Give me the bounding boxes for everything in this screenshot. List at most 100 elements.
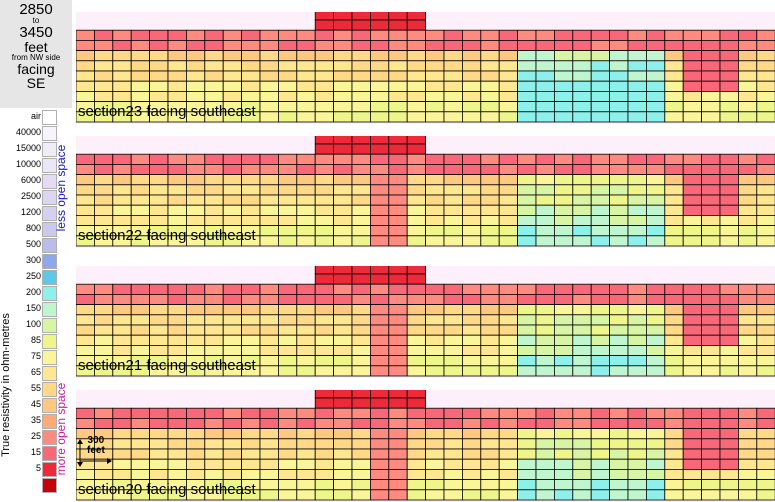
grid-cell — [627, 215, 647, 227]
grid-cell — [93, 324, 114, 336]
grid-cell — [296, 194, 316, 206]
grid-cell — [222, 334, 242, 346]
grid-cell — [701, 204, 721, 216]
grid-cell — [167, 334, 187, 346]
legend-label: 55 — [30, 383, 41, 393]
grid-cell — [609, 70, 629, 82]
grid-cell — [167, 80, 187, 92]
grid-cell — [241, 194, 261, 206]
grid-cell — [93, 293, 114, 305]
grid-cell — [646, 489, 666, 501]
grid-cell — [664, 428, 684, 440]
legend-row: 65 — [4, 366, 74, 381]
grid-cell — [719, 304, 739, 316]
grid-cell — [553, 365, 574, 377]
grid-cell — [443, 101, 463, 113]
grid-cell — [590, 70, 611, 82]
grid-cell — [112, 428, 132, 440]
grid-cell — [443, 163, 463, 175]
grid-cell — [682, 204, 703, 216]
grid-cell — [112, 60, 132, 72]
grid-cell — [664, 304, 684, 316]
grid-cell — [609, 458, 629, 470]
grid-cell — [535, 184, 555, 196]
grid-cell — [351, 417, 371, 429]
grid-cell — [646, 153, 666, 165]
grid-cell — [646, 428, 666, 440]
grid-cell — [701, 101, 721, 113]
grid-cell — [664, 489, 684, 501]
grid-cell — [572, 91, 592, 103]
grid-cell — [609, 448, 629, 460]
grid-cell — [241, 283, 261, 295]
grid-cell — [112, 174, 132, 186]
grid-cell — [186, 304, 206, 316]
grid-cell — [701, 448, 721, 460]
grid-cell — [369, 266, 390, 275]
grid-cell — [222, 215, 242, 227]
grid-cell — [204, 304, 224, 316]
grid-cell — [112, 334, 132, 346]
grid-cell — [664, 355, 684, 367]
grid-cell — [572, 39, 592, 51]
grid-cell — [682, 153, 703, 165]
grid-cell — [701, 163, 721, 175]
grid-cell — [701, 50, 721, 62]
grid-cell — [112, 50, 132, 62]
grid-cell — [701, 153, 721, 165]
grid-cell — [646, 194, 666, 206]
grid-cell — [590, 101, 611, 113]
grid-cell — [627, 194, 647, 206]
grid-cell — [167, 215, 187, 227]
grid-cell — [701, 293, 721, 305]
grid-cell — [425, 428, 445, 440]
grid-cell — [351, 397, 371, 409]
grid-cell — [241, 163, 261, 175]
grid-cell — [204, 283, 224, 295]
grid-cell — [333, 111, 353, 123]
grid-cell — [241, 438, 261, 450]
grid-cell — [149, 50, 169, 62]
grid-cell — [609, 355, 629, 367]
grid-cell — [388, 273, 408, 285]
grid-cell — [461, 225, 482, 237]
grid-cell — [222, 407, 242, 419]
grid-cell — [259, 489, 279, 501]
grid-cell — [130, 60, 151, 72]
grid-cell — [130, 204, 151, 216]
grid-cell — [425, 458, 445, 470]
grid-cell — [590, 428, 611, 440]
grid-cell — [425, 438, 445, 450]
grid-cell — [664, 365, 684, 377]
grid-cell — [646, 314, 666, 326]
grid-cell — [296, 324, 316, 336]
resistivity-grid — [76, 12, 775, 124]
grid-cell — [443, 153, 463, 165]
grid-cell — [480, 438, 500, 450]
grid-cell — [112, 91, 132, 103]
grid-cell — [186, 50, 206, 62]
grid-cell — [369, 458, 390, 470]
legend-row: 200 — [4, 286, 74, 301]
grid-cell — [443, 174, 463, 186]
grid-cell — [333, 390, 353, 399]
grid-cell — [259, 365, 279, 377]
legend-row: 150 — [4, 302, 74, 317]
section-caption: section21 facing southeast — [78, 357, 256, 374]
less-open-space-label: less open space — [54, 144, 68, 232]
grid-cell — [333, 304, 353, 316]
grid-cell — [406, 174, 427, 186]
grid-cell — [609, 204, 629, 216]
grid-cell — [590, 469, 611, 481]
grid-cell — [112, 345, 132, 357]
grid-cell — [388, 448, 408, 460]
grid-cell — [314, 70, 334, 82]
grid-cell — [388, 184, 408, 196]
grid-cell — [296, 428, 316, 440]
grid-cell — [76, 324, 95, 336]
grid-cell — [112, 194, 132, 206]
grid-cell — [351, 314, 371, 326]
grid-cell — [425, 174, 445, 186]
grid-cell — [277, 163, 298, 175]
grid-cell — [756, 489, 775, 501]
